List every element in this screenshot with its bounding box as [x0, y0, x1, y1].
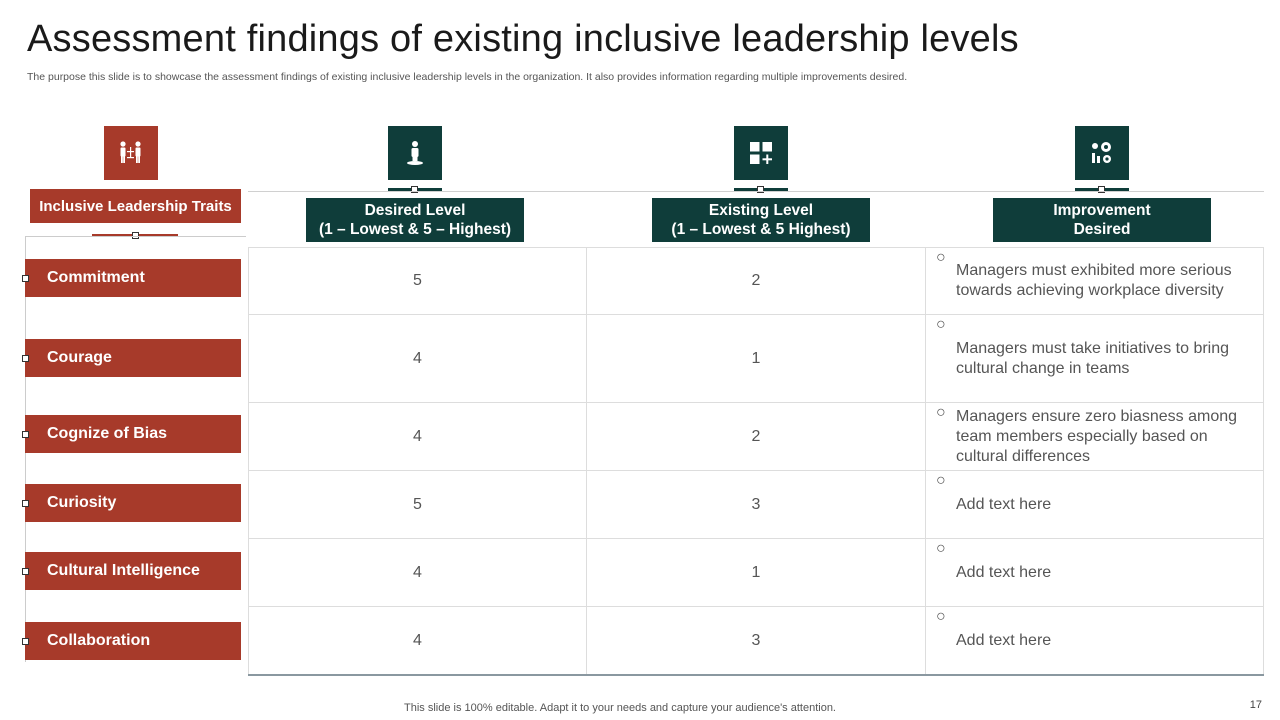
trait-dot [22, 638, 29, 645]
connector-dot [132, 232, 139, 239]
improvement-cell: ○ Add text here [926, 471, 1264, 539]
improvement-text: Managers ensure zero biasness among team… [956, 407, 1238, 465]
trait-label: Cultural Intelligence [25, 552, 241, 590]
table-bottom-line [248, 674, 1264, 676]
existing-level-cell: 3 [587, 607, 926, 675]
improvement-cell: ○ Managers must exhibited more serious to… [926, 247, 1264, 315]
existing-level-cell: 1 [587, 539, 926, 607]
bullet-icon: ○ [936, 249, 946, 266]
bullet-icon: ○ [936, 608, 946, 625]
column-header-desired: Desired Level (1 – Lowest & 5 – Highest) [306, 198, 524, 242]
existing-level-cell: 2 [587, 247, 926, 315]
trait-dot [22, 431, 29, 438]
trait-dot [22, 568, 29, 575]
trait-dot [22, 275, 29, 282]
trait-label: Collaboration [25, 622, 241, 660]
connector-dot [757, 186, 764, 193]
improvement-text: Managers must exhibited more serious tow… [956, 262, 1232, 299]
connector-dot [411, 186, 418, 193]
desired-level-cell: 4 [248, 403, 587, 471]
table-top-line [248, 191, 1264, 192]
existing-level-cell: 2 [587, 403, 926, 471]
existing-level-cell: 1 [587, 315, 926, 403]
trait-dot [22, 355, 29, 362]
person-podium-icon [388, 126, 442, 180]
trait-label: Courage [25, 339, 241, 377]
desired-level-cell: 5 [248, 247, 587, 315]
connector-dot [1098, 186, 1105, 193]
desired-level-cell: 4 [248, 539, 587, 607]
bullet-icon: ○ [936, 316, 946, 333]
trait-label: Cognize of Bias [25, 415, 241, 453]
bullet-icon: ○ [936, 540, 946, 557]
improvement-cell: ○ Managers ensure zero biasness among tea… [926, 403, 1264, 471]
grid-plus-icon [734, 126, 788, 180]
slide-subtitle: The purpose this slide is to showcase th… [27, 71, 908, 83]
improvement-text: Add text here [956, 563, 1052, 581]
column-header-improvement: Improvement Desired [993, 198, 1211, 242]
improvement-text: Add text here [956, 495, 1052, 513]
traits-header: Inclusive Leadership Traits [30, 189, 241, 223]
bullet-icon: ○ [936, 472, 946, 489]
existing-level-cell: 3 [587, 471, 926, 539]
footer-note: This slide is 100% editable. Adapt it to… [404, 702, 836, 714]
bullet-icon: ○ [936, 404, 946, 421]
trait-dot [22, 500, 29, 507]
trait-label: Curiosity [25, 484, 241, 522]
slide-title: Assessment findings of existing inclusiv… [27, 18, 1019, 60]
improvement-cell: ○ Managers must take initiatives to bring… [926, 315, 1264, 403]
desired-level-cell: 5 [248, 471, 587, 539]
improvement-cell: ○ Add text here [926, 607, 1264, 675]
trait-label: Commitment [25, 259, 241, 297]
improvement-text: Add text here [956, 631, 1052, 649]
improvement-text: Managers must take initiatives to bring … [956, 339, 1230, 377]
gears-chart-icon [1075, 126, 1129, 180]
column-header-existing: Existing Level (1 – Lowest & 5 Highest) [652, 198, 870, 242]
desired-level-cell: 4 [248, 607, 587, 675]
people-hierarchy-icon [104, 126, 158, 180]
desired-level-cell: 4 [248, 315, 587, 403]
improvement-cell: ○ Add text here [926, 539, 1264, 607]
page-number: 17 [1249, 699, 1262, 711]
